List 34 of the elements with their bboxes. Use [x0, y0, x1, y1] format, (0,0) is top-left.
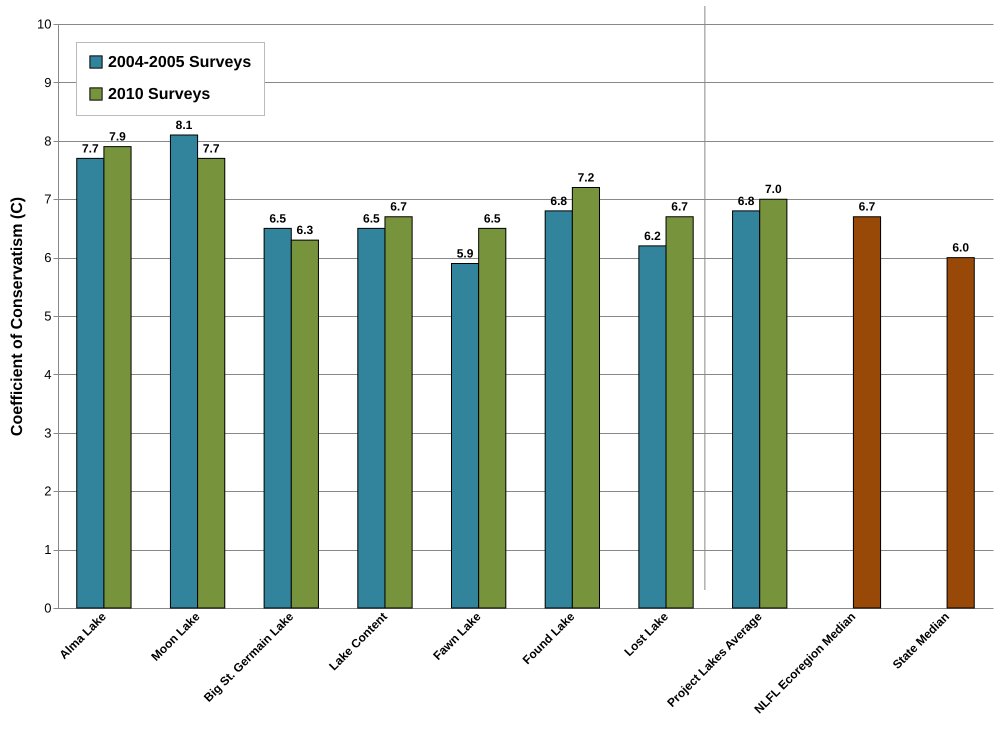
y-tick-label: 0 [44, 600, 52, 616]
y-tick-label: 8 [44, 133, 52, 148]
y-tick-label: 7 [44, 192, 52, 207]
data-label: 7.0 [764, 182, 782, 196]
y-tick-label: 9 [44, 74, 52, 90]
y-tick-label: 6 [44, 250, 52, 266]
data-label: 6.5 [484, 211, 501, 226]
data-label: 6.7 [671, 200, 688, 214]
y-tick-label: 10 [37, 16, 52, 32]
y-tick-label: 3 [44, 425, 52, 440]
y-tick-label: 4 [44, 366, 52, 382]
y-tick-label: 1 [44, 542, 52, 558]
data-label: 6.0 [952, 240, 970, 255]
data-label: 5.9 [456, 246, 474, 260]
data-label: 6.3 [296, 223, 314, 238]
data-label: 8.1 [176, 118, 193, 132]
data-label: 7.7 [82, 141, 99, 156]
legend-label: 2004-2005 Surveys [108, 54, 252, 71]
data-label: 6.8 [738, 194, 755, 208]
data-label: 7.2 [578, 170, 595, 185]
data-label: 6.5 [363, 211, 380, 226]
data-label: 6.5 [269, 211, 286, 226]
legend-label: 2010 Surveys [108, 86, 210, 103]
bar [946, 257, 975, 608]
data-label: 7.7 [202, 141, 220, 156]
data-label: 6.7 [390, 200, 408, 214]
y-tick-label: 5 [44, 308, 52, 324]
y-tick-label: 2 [44, 484, 52, 499]
bar [852, 216, 882, 608]
data-label: 6.7 [858, 200, 876, 214]
data-label: 6.8 [550, 194, 568, 208]
data-label: 6.2 [644, 228, 662, 243]
data-label: 7.9 [109, 130, 126, 144]
y-axis-title: Coefficient of Conservatism (C) [9, 196, 26, 436]
